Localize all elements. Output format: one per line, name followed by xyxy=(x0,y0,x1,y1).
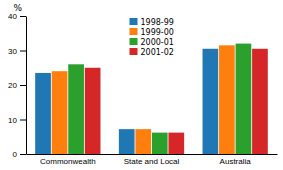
y-tick-label: 0 xyxy=(13,150,18,159)
x-tick: Australia xyxy=(220,154,252,166)
y-axis: 0 10 20 30 40 xyxy=(8,12,26,159)
y-tick-mark xyxy=(20,154,26,155)
legend-swatch xyxy=(130,18,138,25)
bar xyxy=(152,133,168,154)
x-tick: State and Local xyxy=(124,154,180,166)
y-tick: 20 xyxy=(8,81,26,90)
y-tick-mark xyxy=(20,16,26,17)
legend-label: 2000-01 xyxy=(141,38,174,47)
x-axis: Commonwealth State and Local Australia xyxy=(27,154,278,166)
y-tick-mark xyxy=(20,120,26,121)
bar xyxy=(52,71,68,154)
bar-series xyxy=(52,45,235,154)
bar xyxy=(219,45,235,154)
legend-label: 1999-00 xyxy=(141,28,174,37)
legend-swatch xyxy=(130,38,138,45)
legend-label: 1998-99 xyxy=(141,18,174,27)
y-tick: 0 xyxy=(13,150,26,159)
bar xyxy=(236,44,252,154)
bar xyxy=(135,129,151,154)
plot: 0 10 20 30 40 Commonwealth State and Local Aust… xyxy=(8,12,277,166)
bars xyxy=(35,44,268,154)
legend-item: 1998-99 xyxy=(130,18,174,27)
legend: 1998-991999-002000-012001-02 xyxy=(130,18,174,57)
bar xyxy=(119,129,135,154)
y-tick-label: 40 xyxy=(8,12,17,21)
chart: 0 10 20 30 40 Commonwealth State and Local Aust… xyxy=(0,0,283,170)
y-tick: 40 xyxy=(8,12,26,21)
legend-swatch xyxy=(130,48,138,55)
y-tick-label: 30 xyxy=(8,47,17,56)
bar-series xyxy=(85,49,268,154)
x-axis-line xyxy=(27,154,278,155)
y-tick: 10 xyxy=(8,116,26,125)
bar xyxy=(252,49,268,154)
x-tick: Commonwealth xyxy=(40,154,96,166)
legend-item: 1999-00 xyxy=(130,28,174,37)
legend-item: 2001-02 xyxy=(130,48,174,57)
legend-label: 2001-02 xyxy=(141,48,174,57)
bar xyxy=(35,73,51,154)
y-tick: 30 xyxy=(8,47,26,56)
x-tick-label: Commonwealth xyxy=(40,157,96,166)
bar xyxy=(168,133,184,154)
bar xyxy=(85,68,101,154)
y-tick-label: 20 xyxy=(8,81,17,90)
y-axis-title: % xyxy=(13,3,22,13)
y-tick-mark xyxy=(20,85,26,86)
bar xyxy=(68,64,84,154)
bar-series xyxy=(35,49,218,154)
x-tick-label: Australia xyxy=(220,157,252,166)
legend-item: 2000-01 xyxy=(130,38,174,47)
bar xyxy=(203,49,219,154)
x-tick-label: State and Local xyxy=(124,157,180,166)
y-tick-label: 10 xyxy=(8,116,17,125)
legend-swatch xyxy=(130,28,138,35)
bar-series xyxy=(68,44,251,154)
y-axis-line xyxy=(26,17,27,155)
y-tick-mark xyxy=(20,51,26,52)
